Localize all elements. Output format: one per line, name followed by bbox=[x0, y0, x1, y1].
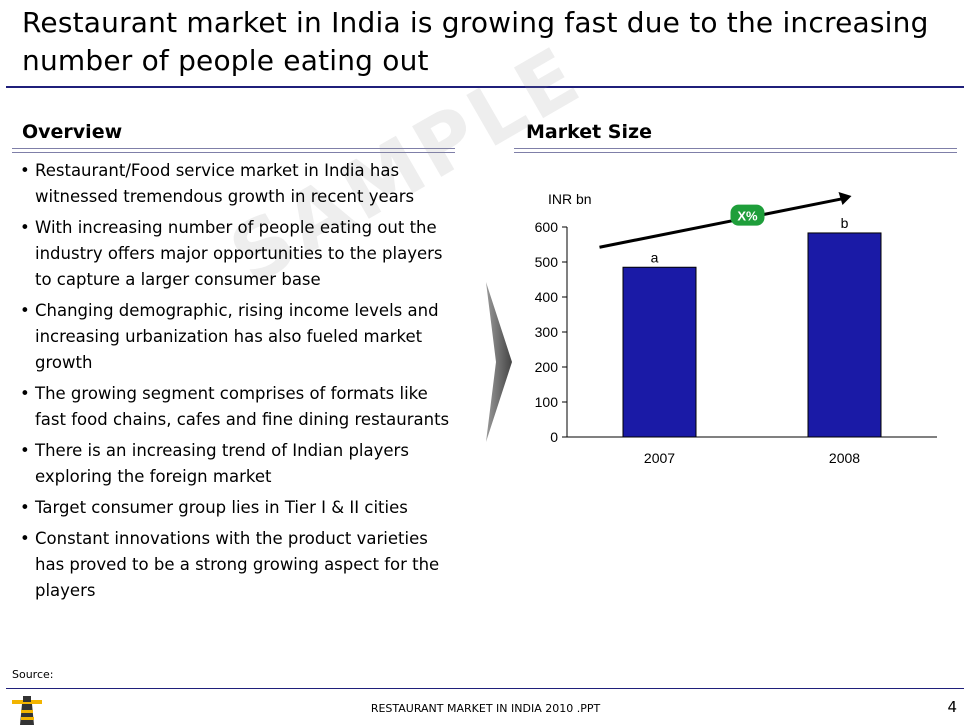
overview-bullet: • There is an increasing trend of Indian … bbox=[18, 438, 458, 490]
y-tick-label: 600 bbox=[535, 219, 559, 235]
overview-bullet-text: There is an increasing trend of Indian p… bbox=[35, 441, 409, 486]
page-number: 4 bbox=[947, 698, 957, 716]
y-unit-label: INR bn bbox=[548, 191, 592, 207]
overview-bullet: • With increasing number of people eating… bbox=[18, 215, 458, 293]
overview-heading: Overview bbox=[22, 121, 123, 143]
y-tick-label: 400 bbox=[535, 289, 559, 305]
bar-data-label: a bbox=[651, 249, 659, 265]
footer-text: RESTAURANT MARKET IN INDIA 2010 .PPT bbox=[370, 702, 601, 715]
bar-2008 bbox=[807, 232, 882, 438]
footer-divider bbox=[6, 688, 964, 689]
bullet-dot-icon: • bbox=[20, 161, 30, 180]
overview-bullet: • Target consumer group lies in Tier I & … bbox=[18, 495, 458, 521]
overview-bullet-text: Restaurant/Food service market in India … bbox=[35, 161, 415, 206]
y-tick-label: 100 bbox=[535, 394, 559, 410]
y-tick-label: 500 bbox=[535, 254, 559, 270]
bar-data-label: b bbox=[841, 215, 849, 231]
overview-bullet-text: Target consumer group lies in Tier I & I… bbox=[35, 498, 408, 517]
y-tick-label: 0 bbox=[550, 429, 558, 445]
growth-arrow-head-icon bbox=[838, 191, 852, 205]
bullet-dot-icon: • bbox=[20, 441, 30, 460]
overview-bullet: • Changing demographic, rising income lev… bbox=[18, 298, 458, 376]
overview-bullet: • The growing segment comprises of format… bbox=[18, 381, 458, 433]
overview-bullet-text: The growing segment comprises of formats… bbox=[35, 384, 450, 429]
chevron-right-icon bbox=[486, 282, 512, 442]
slide-title: Restaurant market in India is growing fa… bbox=[22, 6, 929, 77]
overview-bullet: • Restaurant/Food service market in India… bbox=[18, 158, 458, 210]
growth-arrow-line bbox=[599, 197, 842, 249]
bullet-dot-icon: • bbox=[20, 384, 30, 403]
x-tick-label: 2007 bbox=[644, 450, 675, 466]
bullet-dot-icon: • bbox=[20, 218, 30, 237]
overview-bullet: • Constant innovations with the product v… bbox=[18, 526, 458, 604]
bullet-dot-icon: • bbox=[20, 529, 30, 548]
lighthouse-logo-icon bbox=[12, 696, 42, 725]
overview-divider bbox=[12, 148, 455, 153]
bar-2007 bbox=[622, 266, 697, 438]
overview-bullet-text: Changing demographic, rising income leve… bbox=[35, 301, 439, 372]
y-tick-label: 300 bbox=[535, 324, 559, 340]
overview-bullet-text: Constant innovations with the product va… bbox=[35, 529, 440, 600]
y-tick-label: 200 bbox=[535, 359, 559, 375]
overview-bullet-list: • Restaurant/Food service market in India… bbox=[18, 158, 458, 609]
bullet-dot-icon: • bbox=[20, 498, 30, 517]
overview-bullet-text: With increasing number of people eating … bbox=[35, 218, 443, 289]
market-size-heading: Market Size bbox=[526, 121, 652, 143]
market-size-chart: INR bn 0 100 200 300 400 500 600 2007 a 2008 b X% bbox=[535, 191, 937, 466]
growth-rate-label: X% bbox=[737, 209, 758, 224]
market-size-divider bbox=[514, 148, 957, 153]
growth-badge bbox=[730, 204, 765, 226]
bullet-dot-icon: • bbox=[20, 301, 30, 320]
x-tick-label: 2008 bbox=[829, 450, 860, 466]
title-divider bbox=[6, 86, 964, 88]
source-label: Source: bbox=[12, 668, 54, 681]
